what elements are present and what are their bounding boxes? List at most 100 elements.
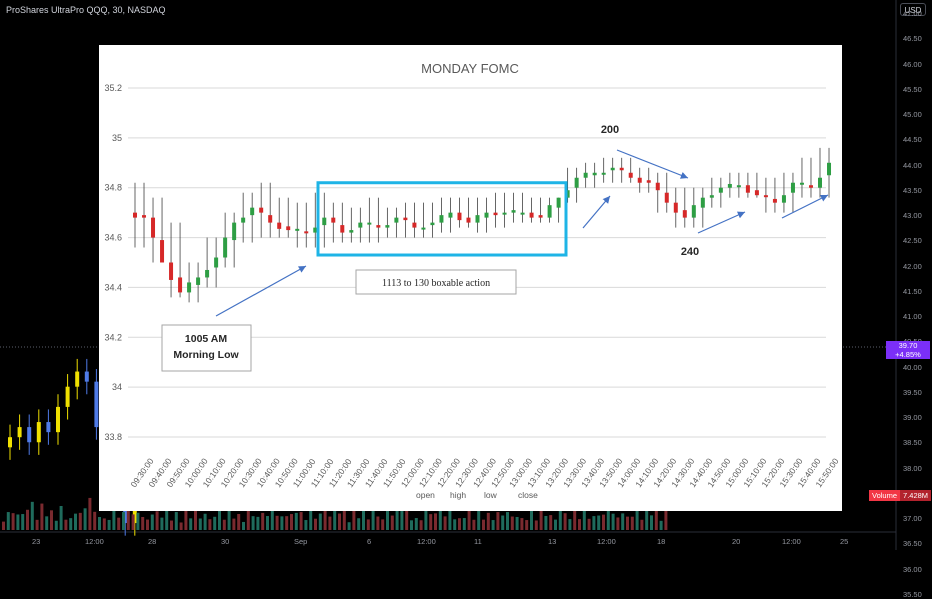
volume-bar [30,501,34,530]
volume-bar [285,516,289,530]
volume-bar [275,515,279,530]
volume-bar [539,506,543,530]
volume-bar [170,520,173,530]
bg-candle-body [315,290,320,306]
volume-bar [69,518,73,530]
price-tick-label: 47.00 [903,9,922,18]
bg-candle-body [363,401,368,417]
volume-bar [357,518,361,530]
volume-bar [333,511,337,530]
volume-bar [472,519,476,530]
bg-candle-body [584,270,588,311]
volume-bar [597,515,601,530]
bg-candle-body [449,321,454,337]
time-tick-label: 12:00 [782,537,801,546]
volume-badge: Volume 7.428M [869,490,932,501]
volume-bar [122,512,125,530]
time-tick-label: 12:00 [417,537,436,546]
main-price-chart[interactable] [0,0,932,550]
price-tick-label: 37.00 [903,514,922,523]
volume-bar [318,513,322,530]
volume-bar [88,497,92,530]
price-tick-label: 39.00 [903,413,922,422]
bg-candle-body [209,326,214,357]
volume-bar [198,518,202,530]
time-tick-label: Sep [294,537,308,546]
volume-bar [299,512,303,530]
bg-candle-body [574,265,579,271]
volume-bar [304,520,308,530]
last-price-badge: 39.70 +4.85% [886,341,930,359]
bg-candle-body [526,321,531,347]
price-tick-label: 42.00 [903,261,922,271]
volume-bar [208,519,212,530]
volume-bar [45,516,49,530]
volume-bar [376,516,380,530]
volume-bar [626,516,629,530]
time-tick-label: 13 [548,537,557,546]
bg-candle-body [344,361,348,387]
bg-candle-body [113,452,118,488]
bg-candle-body [430,351,435,372]
volume-bar [534,520,538,530]
volume-bar [290,514,293,530]
volume-bar [458,518,461,530]
currency-button[interactable]: USD [900,3,926,16]
volume-bar [424,506,428,530]
time-tick-label: 20 [732,537,741,546]
volume-bar [93,511,97,530]
volume-bar [6,512,10,530]
volume-bar [386,509,389,530]
bg-candle-body [334,321,339,362]
volume-bar [568,519,572,530]
price-tick-label: 44.00 [903,160,922,170]
volume-bar [266,516,269,530]
volume-bar [184,510,188,530]
bg-candle-body [497,290,502,316]
volume-bar [530,510,533,530]
price-tick-label: 41.50 [903,286,922,296]
volume-bar [506,512,509,530]
volume-bar [419,520,423,530]
symbol-title[interactable]: ProShares UltraPro QQQ, 30, NASDAQ [6,5,166,15]
price-tick-label: 38.50 [903,438,922,448]
volume-bar [112,506,116,530]
volume-bar [294,512,298,530]
price-tick-label: 41.00 [903,312,922,321]
volume-bar [179,522,183,530]
volume-bar [251,516,255,530]
volume-bar [16,514,20,530]
time-tick-label: 6 [367,537,372,546]
bg-candle-body [276,235,281,251]
price-tick-label: 45.50 [903,84,922,94]
volume-bar [501,515,505,530]
volume-bar [218,510,221,530]
time-tick-label: 11 [474,537,482,546]
bg-candle-body [507,316,512,332]
volume-bar [371,507,375,530]
volume-bar [328,516,332,530]
volume-bar [621,513,625,530]
price-tick-label: 42.50 [903,236,922,246]
volume-bar [83,508,87,530]
volume-bar [64,519,68,530]
volume-bar [54,520,58,530]
volume-bar [150,514,154,530]
bg-candle-body [228,285,233,306]
volume-bar [155,511,159,530]
volume-bar [554,519,557,530]
bg-candle-body [248,260,252,271]
volume-bar [578,519,581,530]
volume-bar [35,519,39,530]
volume-bar [237,514,241,530]
bg-candle-body [536,290,540,322]
volume-bar [645,510,649,530]
volume-bar [342,498,346,530]
bg-candle-body [84,371,89,382]
bg-candle-body [296,265,300,281]
bg-candle-body [488,275,492,291]
volume-bar [467,510,471,530]
volume-bar [323,508,327,530]
volume-bar [453,519,457,530]
